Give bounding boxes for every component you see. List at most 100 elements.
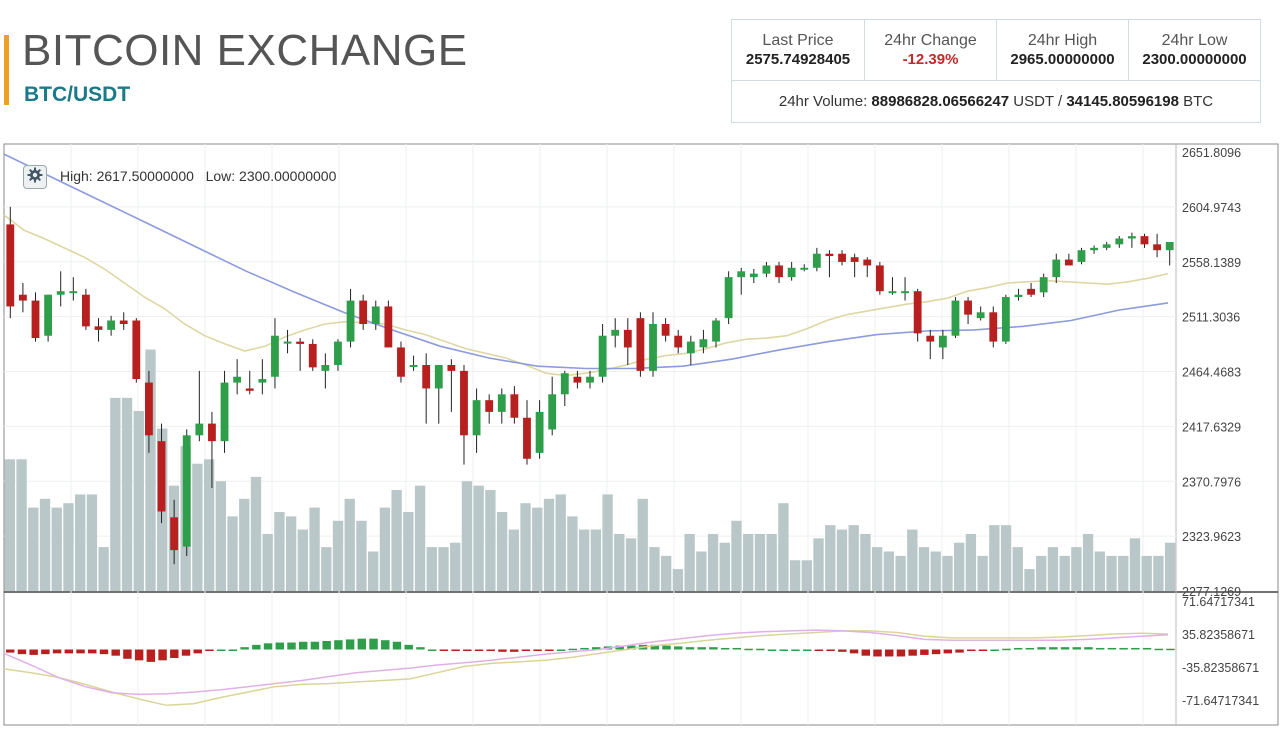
volume-btc: 34145.80596198 bbox=[1066, 93, 1179, 110]
candle-down bbox=[913, 291, 922, 334]
candle-down bbox=[397, 347, 405, 377]
candle-up bbox=[699, 339, 708, 348]
volume-bar bbox=[215, 481, 226, 591]
macd-hist-bar bbox=[1154, 648, 1163, 651]
macd-hist-bar bbox=[158, 649, 167, 661]
sma-short-line bbox=[3, 214, 1169, 377]
volume-bar bbox=[860, 533, 871, 591]
volume-bar bbox=[356, 520, 367, 591]
macd-hist-bar bbox=[392, 641, 402, 650]
stat-last-price: Last Price 2575.74928405 bbox=[732, 20, 865, 80]
candle-down bbox=[18, 294, 27, 301]
chart-settings-button[interactable] bbox=[23, 165, 47, 189]
macd-hist-bar bbox=[1166, 648, 1175, 651]
page-title: BITCOIN EXCHANGE bbox=[22, 26, 468, 75]
candle-up bbox=[233, 376, 242, 383]
macd-hist-bar bbox=[463, 649, 472, 652]
macd-hist-bar bbox=[134, 649, 144, 661]
macd-hist-bar bbox=[146, 649, 156, 662]
volume-bar bbox=[766, 533, 777, 591]
candle-down bbox=[661, 324, 670, 336]
candle-down bbox=[359, 300, 368, 325]
macd-hist-bar bbox=[6, 649, 15, 653]
macd-hist-bar bbox=[29, 649, 38, 655]
candle-down bbox=[573, 376, 582, 383]
candle-up bbox=[409, 365, 418, 368]
macd-tick-label: 71.64717341 bbox=[1182, 595, 1255, 609]
candle-up bbox=[346, 300, 355, 342]
high-label: 24hr High bbox=[1027, 32, 1098, 49]
candle-up bbox=[271, 335, 279, 377]
volume-bar bbox=[403, 511, 414, 591]
chart-frame bbox=[3, 143, 1279, 726]
macd-hist-bar bbox=[1013, 647, 1023, 650]
volume-bar bbox=[743, 533, 754, 591]
macd-hist-bar bbox=[533, 649, 542, 652]
volume-bar bbox=[543, 498, 555, 591]
volume-bar bbox=[954, 542, 965, 591]
macd-hist-bar bbox=[1084, 647, 1093, 650]
price-chart[interactable]: 2651.8096 2604.9743 2558.1389 2511.3036 2464… bbox=[0, 143, 1280, 727]
candle-up bbox=[762, 265, 771, 274]
candle-up bbox=[1115, 238, 1124, 245]
macd-hist-bar bbox=[592, 647, 601, 650]
volume-bar bbox=[696, 551, 707, 591]
candle-up bbox=[1102, 244, 1111, 248]
candle-up bbox=[535, 411, 544, 453]
macd-hist-bar bbox=[509, 649, 519, 652]
macd-hist-bar bbox=[1049, 647, 1058, 650]
volume-bar bbox=[203, 459, 215, 591]
chart-area: 2651.8096 2604.9743 2558.1389 2511.3036 2464… bbox=[0, 143, 1280, 727]
candle-down bbox=[825, 253, 834, 257]
macd-tick-label: -71.64717341 bbox=[1182, 694, 1259, 708]
volume-bar bbox=[344, 498, 355, 591]
macd-hist-bar bbox=[451, 649, 460, 652]
volume-bar bbox=[4, 459, 16, 591]
candle-down bbox=[447, 365, 456, 371]
volume-bar bbox=[86, 494, 98, 591]
candle-down bbox=[775, 265, 783, 278]
volume-bar bbox=[227, 516, 238, 591]
volume-bar bbox=[297, 529, 309, 591]
macd-tick-label: -35.82358671 bbox=[1182, 661, 1259, 675]
candle-down bbox=[1027, 288, 1035, 295]
candle-down bbox=[245, 388, 254, 391]
macd-hist-bar bbox=[99, 649, 109, 655]
macd-hist-bar bbox=[252, 644, 261, 650]
volume-bar bbox=[719, 542, 730, 591]
macd-hist-bar bbox=[838, 649, 847, 652]
macd-hist-bar bbox=[943, 649, 953, 654]
macd-hist-bar bbox=[1025, 647, 1035, 650]
volume-bar bbox=[871, 547, 883, 591]
candle-up bbox=[1127, 236, 1136, 239]
chart-low-label: Low: bbox=[205, 168, 236, 184]
candle-down bbox=[384, 306, 393, 348]
candle-up bbox=[1090, 247, 1098, 251]
volume-bar bbox=[813, 538, 824, 591]
volume-bar bbox=[731, 520, 742, 591]
macd-hist-bar bbox=[814, 649, 824, 651]
macd-hist-bar bbox=[345, 639, 355, 650]
volume-bar bbox=[895, 555, 906, 591]
volume-bar bbox=[965, 533, 977, 591]
macd-hist-bar bbox=[498, 649, 507, 652]
candle-down bbox=[6, 224, 15, 307]
change-label: 24hr Change bbox=[884, 32, 977, 49]
volume-bar bbox=[1047, 547, 1059, 591]
candle-up bbox=[472, 400, 481, 436]
macd-hist-bar bbox=[744, 648, 753, 651]
candle-up bbox=[434, 365, 443, 389]
macd-hist-bar bbox=[240, 647, 249, 650]
candle-down bbox=[31, 300, 40, 339]
macd-hist-bar bbox=[369, 638, 378, 650]
macd-hist-bar bbox=[193, 649, 202, 654]
candle-up bbox=[220, 382, 229, 442]
candle-up bbox=[44, 294, 53, 336]
macd-hist-bar bbox=[275, 642, 284, 650]
y-tick-label: 2277.1269 bbox=[1182, 585, 1241, 599]
candle-up bbox=[611, 329, 620, 336]
volume-bar bbox=[1012, 547, 1023, 591]
y-tick-label: 2417.6329 bbox=[1182, 420, 1241, 434]
candle-up bbox=[1001, 297, 1010, 342]
macd-hist-bar bbox=[720, 647, 730, 650]
